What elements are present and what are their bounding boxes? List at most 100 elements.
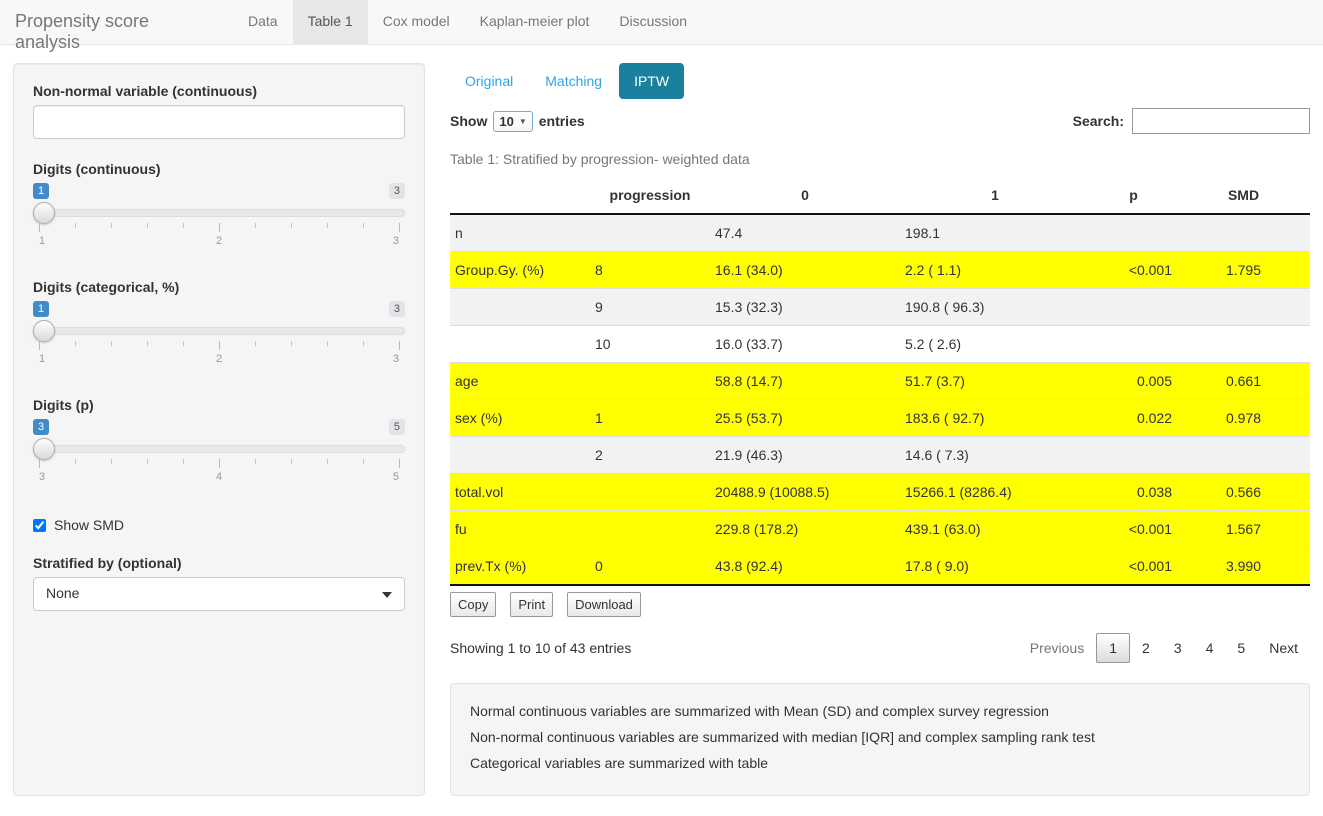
table-cell: 9 (590, 288, 710, 326)
page-button-1[interactable]: 1 (1096, 633, 1131, 663)
column-header-rowname[interactable] (450, 177, 590, 215)
slider-tick (147, 459, 148, 464)
slider-tick (219, 341, 220, 350)
table-cell (590, 473, 710, 511)
column-header-progression[interactable]: progression (590, 177, 710, 215)
table-cell: 3.990 (1177, 547, 1310, 585)
slider-track[interactable] (33, 327, 405, 335)
next-page-button[interactable]: Next (1269, 640, 1298, 656)
navbar-tab-kaplan-meier[interactable]: Kaplan-meier plot (479, 13, 590, 29)
download-button[interactable]: Download (567, 592, 641, 617)
previous-page-button[interactable]: Previous (1029, 640, 1085, 656)
table-cell: 5.2 ( 2.6) (900, 325, 1090, 363)
subtab-pills: Original Matching IPTW (450, 63, 1310, 99)
digits-categorical-slider[interactable]: 1 3 1 2 3 (33, 301, 405, 375)
slider-tick (399, 341, 400, 350)
copy-button[interactable]: Copy (450, 592, 497, 617)
slider-label: Digits (p) (33, 397, 94, 413)
digits-continuous-slider[interactable]: 1 3 1 2 3 (33, 183, 405, 257)
stratified-label: Stratified by (optional) (33, 555, 182, 571)
digits-p-slider[interactable]: 3 5 3 4 5 (33, 419, 405, 493)
page-button-3[interactable]: 3 (1173, 640, 1182, 656)
export-buttons: Copy Print Download (450, 592, 1310, 617)
table-cell (1177, 325, 1310, 363)
column-header-p[interactable]: p (1090, 177, 1177, 215)
caret-down-icon: ▼ (518, 116, 527, 126)
slider-tick (75, 459, 76, 464)
slider-tick (183, 341, 184, 346)
slider-max-badge: 3 (388, 301, 405, 318)
table-cell: 1.795 (1177, 251, 1310, 289)
navbar-tab-table1[interactable]: Table 1 (292, 0, 368, 44)
sidebar-panel: Non-normal variable (continuous) Digits … (13, 63, 425, 796)
slider-tick (255, 223, 256, 228)
table-cell: 0.566 (1177, 473, 1310, 511)
column-header-0[interactable]: 0 (710, 177, 900, 215)
slider-handle[interactable] (33, 202, 55, 224)
navbar-tab-data[interactable]: Data (248, 13, 278, 29)
table-cell (1177, 214, 1310, 252)
table-cell: 2.2 ( 1.1) (900, 251, 1090, 289)
page-button-5[interactable]: 5 (1237, 640, 1246, 656)
slider-digits-categorical: Digits (categorical, %) 1 3 1 2 3 (33, 279, 405, 375)
slider-tick (363, 223, 364, 228)
slider-handle[interactable] (33, 438, 55, 460)
table-cell: 43.8 (92.4) (710, 547, 900, 585)
navbar-tab-discussion[interactable]: Discussion (619, 13, 688, 29)
table-cell (1177, 288, 1310, 326)
table-cell: 0.022 (1090, 399, 1177, 437)
table-cell: 16.0 (33.7) (710, 325, 900, 363)
column-header-1[interactable]: 1 (900, 177, 1090, 215)
table-cell: age (450, 362, 590, 400)
table-cell: <0.001 (1090, 251, 1177, 289)
table-caption: Table 1: Stratified by progression- weig… (450, 151, 750, 167)
slider-track[interactable] (33, 209, 405, 217)
table-controls: Show 10 ▼ entries Search: (450, 108, 1310, 134)
navbar-tab-cox-model[interactable]: Cox model (382, 13, 450, 29)
table-row: 2 21.9 (46.3) 14.6 ( 7.3) (450, 436, 1310, 474)
length-suffix: entries (538, 113, 585, 129)
show-smd-checkbox[interactable] (33, 518, 46, 532)
slider-grid: 1 2 3 (39, 223, 400, 249)
note-line: Categorical variables are summarized wit… (470, 755, 769, 771)
table-cell: 0 (590, 547, 710, 585)
slider-handle[interactable] (33, 320, 55, 342)
slider-tick-label: 2 (215, 235, 223, 247)
column-header-SMD[interactable]: SMD (1177, 177, 1310, 215)
nonnormal-group: Non-normal variable (continuous) (33, 83, 405, 139)
summary-notes-panel: Normal continuous variables are summariz… (450, 683, 1310, 796)
search-input[interactable] (1132, 108, 1310, 134)
tab-matching[interactable]: Matching (545, 73, 603, 89)
table-cell: 14.6 ( 7.3) (900, 436, 1090, 474)
slider-value-badge: 3 (33, 419, 50, 436)
length-prefix: Show (450, 113, 488, 129)
page-button-4[interactable]: 4 (1205, 640, 1214, 656)
slider-label: Digits (categorical, %) (33, 279, 180, 295)
length-control: Show 10 ▼ entries (450, 110, 585, 132)
slider-digits-continuous: Digits (continuous) 1 3 1 2 3 (33, 161, 405, 257)
slider-tick (399, 223, 400, 232)
slider-tick-label: 5 (392, 471, 399, 483)
slider-tick (327, 341, 328, 346)
slider-tick (255, 341, 256, 346)
tab-iptw[interactable]: IPTW (619, 63, 685, 99)
slider-tick (363, 341, 364, 346)
nonnormal-input[interactable] (33, 105, 405, 139)
slider-tick (75, 223, 76, 228)
slider-tick (39, 223, 40, 232)
print-button[interactable]: Print (510, 592, 554, 617)
pagination: Previous 1 2 3 4 5 Next (1018, 633, 1310, 663)
entries-select[interactable]: 10 ▼ (493, 110, 533, 132)
page-button-2[interactable]: 2 (1142, 640, 1150, 656)
tab-original[interactable]: Original (465, 73, 514, 89)
table-cell: prev.Tx (%) (450, 547, 590, 585)
stratified-group: Stratified by (optional) None (33, 555, 405, 611)
stratified-select[interactable]: None (33, 577, 405, 611)
note-line: Normal continuous variables are summariz… (470, 703, 1049, 719)
show-smd-label: Show SMD (54, 517, 125, 533)
table-cell: 8 (590, 251, 710, 289)
slider-label: Digits (continuous) (33, 161, 161, 177)
navbar-tabs: Data Table 1 Cox model Kaplan-meier plot… (233, 0, 702, 44)
table-cell (1090, 288, 1177, 326)
slider-track[interactable] (33, 445, 405, 453)
